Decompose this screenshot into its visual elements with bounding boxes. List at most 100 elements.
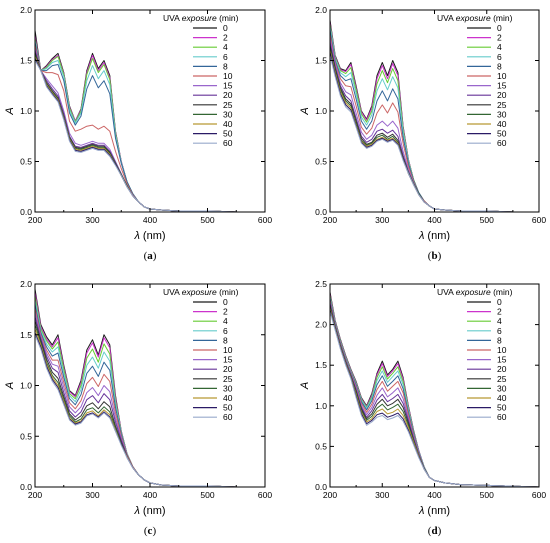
y-tick-label: 2.0: [315, 320, 327, 330]
legend-label: 6: [497, 52, 502, 62]
legend-label: 15: [223, 355, 233, 365]
x-axis-label: λ (nm): [133, 505, 165, 517]
series-line-4min: [329, 295, 540, 488]
legend-label: 60: [497, 412, 507, 422]
legend-label: 15: [497, 81, 507, 91]
y-tick-label: 1.5: [20, 330, 32, 340]
y-tick-label: 2.0: [20, 279, 32, 289]
legend-label: 2: [223, 307, 228, 317]
legend-label: 50: [223, 403, 233, 413]
legend-label: 40: [223, 393, 233, 403]
legend-label: 30: [497, 109, 507, 119]
legend-label: 8: [223, 61, 228, 71]
panel-label: (a): [144, 250, 157, 262]
legend-label: 15: [223, 81, 233, 91]
legend-label: 10: [223, 71, 233, 81]
legend-label: 6: [223, 326, 228, 336]
legend-label: 20: [497, 90, 507, 100]
legend-label: 20: [223, 364, 233, 374]
legend-label: 0: [223, 297, 228, 307]
series-line-4min: [329, 24, 539, 213]
y-tick-label: 0.0: [315, 482, 327, 492]
y-tick-label: 0.0: [20, 482, 32, 492]
legend-label: 6: [223, 52, 228, 62]
x-tick-label: 400: [427, 490, 441, 500]
x-tick-label: 400: [427, 215, 441, 225]
y-tick-label: 0.5: [20, 431, 32, 441]
legend-label: 25: [223, 374, 233, 384]
series-line-60min: [34, 60, 265, 213]
legend-label: 8: [497, 335, 502, 345]
y-axis-label: A: [299, 107, 311, 115]
x-tick-label: 500: [480, 490, 494, 500]
legend-label: 40: [223, 119, 233, 129]
legend-label: 2: [223, 33, 228, 43]
legend-label: 4: [497, 316, 502, 326]
series-line-8min: [329, 30, 539, 213]
legend-label: 50: [497, 403, 507, 413]
legend-label: 2: [497, 33, 502, 43]
series-line-10min: [329, 34, 539, 213]
series-line-20min: [329, 303, 540, 488]
legend-label: 0: [497, 297, 502, 307]
legend-label: 40: [497, 119, 507, 129]
series-line-60min: [34, 334, 265, 488]
series-line-25min: [329, 45, 539, 213]
legend-label: 50: [223, 129, 233, 139]
x-tick-label: 400: [143, 215, 157, 225]
legend-label: 2: [497, 307, 502, 317]
legend-title: UVA exposure (min): [437, 13, 513, 23]
legend-label: 60: [223, 138, 233, 148]
x-axis-label: λ (nm): [418, 230, 450, 242]
y-tick-label: 0.5: [315, 441, 327, 451]
series-line-60min: [329, 55, 539, 213]
x-tick-label: 300: [85, 490, 99, 500]
y-tick-label: 0.5: [20, 157, 32, 167]
y-tick-label: 1.5: [315, 56, 327, 66]
legend-label: 25: [497, 100, 507, 110]
legend-label: 30: [223, 109, 233, 119]
x-tick-label: 300: [85, 215, 99, 225]
legend-label: 25: [223, 100, 233, 110]
legend-label: 4: [223, 316, 228, 326]
panel-label: (c): [144, 525, 157, 537]
legend-title: UVA exposure (min): [163, 287, 239, 297]
legend-title: UVA exposure (min): [163, 13, 239, 23]
legend-label: 0: [223, 23, 228, 33]
legend-label: 0: [497, 23, 502, 33]
x-tick-label: 400: [143, 490, 157, 500]
x-tick-label: 200: [323, 215, 337, 225]
x-tick-label: 300: [375, 215, 389, 225]
series-line-2min: [329, 293, 540, 488]
y-tick-label: 1.0: [20, 381, 32, 391]
y-tick-label: 1.0: [20, 106, 32, 116]
legend-label: 4: [223, 42, 228, 52]
legend-label: 30: [223, 383, 233, 393]
y-tick-label: 0.0: [20, 207, 32, 217]
legend-label: 8: [223, 335, 228, 345]
legend-label: 25: [497, 374, 507, 384]
y-axis-label: A: [4, 107, 16, 115]
x-tick-label: 600: [258, 215, 272, 225]
x-tick-label: 600: [532, 490, 546, 500]
legend-label: 50: [497, 129, 507, 139]
x-axis-label: λ (nm): [133, 230, 165, 242]
y-tick-label: 2.5: [315, 279, 327, 289]
y-tick-label: 1.5: [315, 360, 327, 370]
series-line-15min: [329, 301, 540, 488]
y-axis-label: A: [299, 382, 311, 390]
x-tick-label: 200: [28, 490, 42, 500]
y-tick-label: 1.0: [315, 401, 327, 411]
legend-label: 60: [223, 412, 233, 422]
x-tick-label: 600: [258, 490, 272, 500]
y-axis-label: A: [4, 382, 16, 390]
series-line-60min: [329, 311, 540, 488]
legend-label: 10: [497, 71, 507, 81]
